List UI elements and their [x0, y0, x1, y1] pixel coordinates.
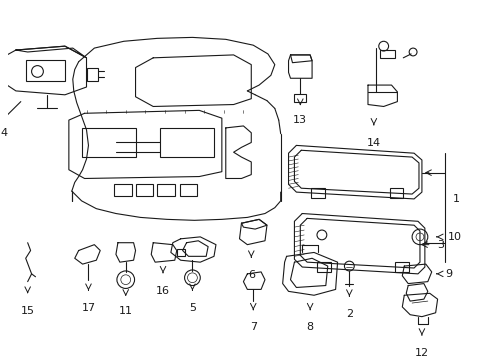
Bar [177, 248, 185, 256]
Bar [311, 188, 325, 198]
Bar [380, 50, 395, 58]
Text: 16: 16 [156, 285, 170, 296]
Text: 1: 1 [453, 194, 460, 204]
Bar [114, 184, 132, 196]
Text: 5: 5 [189, 303, 196, 313]
Text: 7: 7 [250, 323, 257, 333]
Bar [87, 68, 98, 81]
Bar [390, 188, 403, 198]
Text: 17: 17 [81, 303, 96, 313]
Bar [395, 262, 409, 272]
Text: 6: 6 [248, 270, 255, 280]
Bar [160, 128, 214, 157]
Text: 11: 11 [119, 306, 133, 316]
Bar [157, 184, 175, 196]
Text: 9: 9 [445, 269, 453, 279]
Text: 4: 4 [0, 128, 8, 138]
Text: 8: 8 [307, 323, 314, 333]
Text: 15: 15 [21, 306, 35, 316]
Bar [317, 262, 331, 272]
Text: 14: 14 [367, 138, 381, 148]
Text: 2: 2 [346, 309, 353, 319]
Text: 10: 10 [447, 232, 462, 242]
Text: 12: 12 [415, 348, 429, 358]
Bar [25, 60, 65, 81]
Bar [136, 184, 153, 196]
Bar [82, 128, 136, 157]
Text: 3: 3 [438, 240, 444, 249]
Text: 13: 13 [294, 115, 307, 125]
Bar [180, 184, 197, 196]
Bar [294, 94, 306, 102]
